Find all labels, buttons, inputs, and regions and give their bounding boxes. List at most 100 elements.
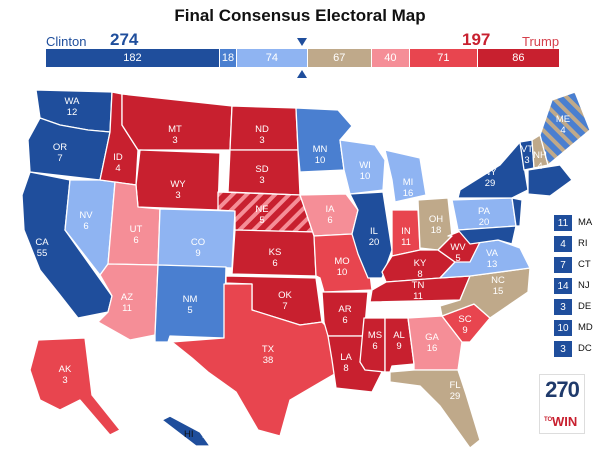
state-ev-label: 3: [62, 375, 67, 386]
state-ev-label: 20: [479, 217, 490, 228]
state-abbr-label: MI: [403, 177, 414, 188]
state-abbr-label: NH: [533, 150, 547, 161]
state-abbr-label: GA: [425, 332, 439, 343]
state-abbr-label: VT: [521, 144, 533, 155]
state-abbr-label: SC: [458, 314, 471, 325]
state-nen[interactable]: [527, 164, 573, 197]
state-abbr-label: OH: [429, 214, 443, 225]
state-ev-label: 6: [272, 258, 277, 269]
small-state-md[interactable]: 10 MD: [554, 320, 600, 336]
state-abbr-label: CO: [191, 237, 205, 248]
small-state-ri[interactable]: 4 RI: [554, 236, 600, 252]
small-state-ev-box: 11: [554, 215, 572, 231]
small-state-de[interactable]: 3 DE: [554, 299, 600, 315]
state-ev-label: 16: [403, 188, 414, 199]
small-state-abbr: NJ: [578, 280, 590, 291]
bar-segment: 182: [46, 49, 220, 67]
small-state-abbr: MA: [578, 217, 593, 228]
electoral-vote-bar: 182 18 74 67 40 71 86: [46, 49, 560, 67]
small-state-ev-box: 7: [554, 257, 572, 273]
small-state-abbr: CT: [578, 259, 591, 270]
state-ev-label: 4: [202, 431, 207, 442]
state-ev-label: 10: [360, 171, 371, 182]
midpoint-marker-top: [297, 38, 307, 46]
state-abbr-label: WA: [65, 96, 81, 107]
state-wy[interactable]: [135, 149, 221, 211]
small-state-dc[interactable]: 3 DC: [554, 341, 600, 357]
clinton-total: 274: [110, 30, 139, 49]
state-abbr-label: AR: [338, 304, 351, 315]
state-abbr-label: ND: [255, 124, 269, 135]
clinton-label: Clinton: [46, 34, 87, 49]
state-abbr-label: WY: [170, 179, 186, 190]
state-abbr-label: VA: [486, 248, 499, 259]
state-ev-label: 6: [372, 341, 377, 352]
state-ev-label: 7: [57, 153, 62, 164]
state-abbr-label: LA: [340, 352, 352, 363]
state-ev-label: 16: [427, 343, 438, 354]
small-state-abbr: RI: [578, 238, 588, 249]
small-state-ev-box: 4: [554, 236, 572, 252]
state-ev-label: 15: [493, 286, 504, 297]
state-tx[interactable]: [171, 283, 339, 437]
state-abbr-label: WI: [359, 160, 371, 171]
state-ev-label: 11: [122, 303, 132, 314]
state-fl[interactable]: [389, 369, 481, 449]
state-ev-label: 5: [259, 215, 264, 226]
trump-label: Trump: [522, 34, 560, 49]
state-ev-label: 10: [315, 155, 326, 166]
state-abbr-label: KY: [414, 258, 427, 269]
state-ev-label: 3: [175, 190, 180, 201]
state-ev-label: 11: [401, 237, 411, 248]
state-abbr-label: WV: [450, 242, 466, 253]
state-abbr-label: IA: [326, 204, 336, 215]
state-abbr-label: IL: [370, 226, 378, 237]
state-ev-label: 3: [259, 135, 264, 146]
state-ev-label: 6: [327, 215, 332, 226]
state-mdde[interactable]: [457, 225, 517, 245]
state-hi[interactable]: [161, 415, 211, 447]
state-abbr-label: MS: [368, 330, 382, 341]
state-ev-label: 9: [195, 248, 200, 259]
map-title: Final Consensus Electoral Map: [174, 6, 426, 25]
state-abbr-label: MO: [334, 256, 349, 267]
state-ev-label: 18: [431, 225, 442, 236]
state-abbr-label: UT: [130, 224, 143, 235]
bar-segment: 67: [307, 49, 372, 67]
state-ev-label: 8: [417, 269, 422, 280]
state-ev-label: 4: [560, 125, 565, 136]
small-state-ma[interactable]: 11 MA: [554, 215, 600, 231]
state-ev-label: 3: [524, 155, 529, 166]
state-abbr-label: AZ: [121, 292, 133, 303]
small-state-nj[interactable]: 14 NJ: [554, 278, 600, 294]
state-ev-label: 6: [83, 221, 88, 232]
state-ev-label: 29: [485, 178, 496, 189]
state-ev-label: 12: [67, 107, 78, 118]
small-state-ct[interactable]: 7 CT: [554, 257, 600, 273]
state-ev-label: 38: [263, 355, 274, 366]
state-ev-label: 13: [487, 259, 498, 270]
state-mi[interactable]: [384, 149, 427, 203]
bar-segment: 86: [477, 49, 560, 67]
state-ms[interactable]: [359, 317, 386, 373]
bar-segment: 74: [237, 49, 308, 67]
state-abbr-label: FL: [449, 380, 460, 391]
270towin-logo[interactable]: 270 TO WIN: [539, 374, 585, 434]
state-ev-label: 9: [396, 341, 401, 352]
state-ev-label: 10: [337, 267, 348, 278]
state-ev-label: 7: [282, 301, 287, 312]
small-state-abbr: DE: [578, 301, 592, 312]
state-ak[interactable]: [29, 337, 121, 436]
state-wi[interactable]: [339, 139, 386, 195]
state-abbr-label: ME: [556, 114, 570, 125]
state-ev-label: 8: [343, 363, 348, 374]
state-nj[interactable]: [511, 197, 523, 227]
state-abbr-label: NE: [255, 204, 268, 215]
small-state-ev-box: 14: [554, 278, 572, 294]
state-abbr-label: TX: [262, 344, 275, 355]
state-ev-label: 4: [537, 161, 542, 172]
logo-to: TO: [544, 417, 553, 423]
state-abbr-label: ID: [113, 152, 123, 163]
state-il[interactable]: [349, 191, 393, 279]
state-me[interactable]: [539, 91, 591, 166]
